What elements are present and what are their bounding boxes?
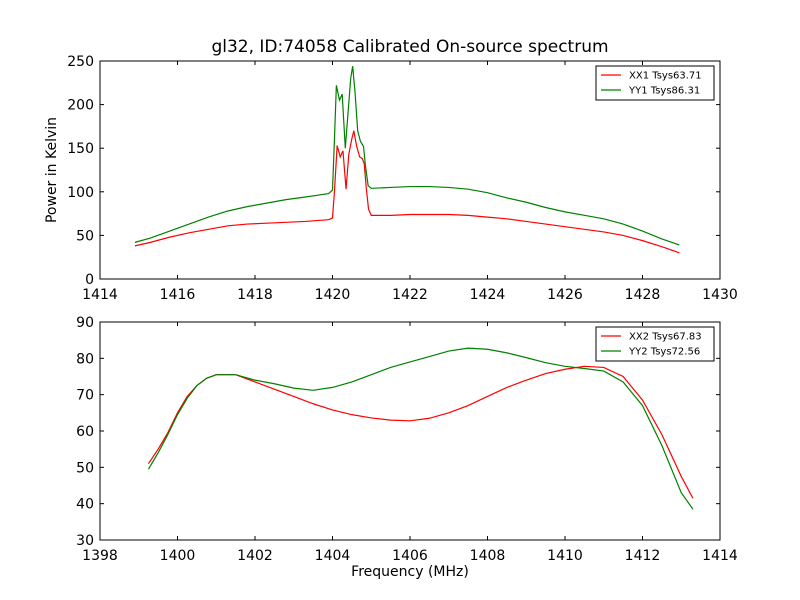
x-tick-label: 1412 xyxy=(625,548,661,564)
y-tick-label: 50 xyxy=(76,228,94,244)
bottom-panel: 1398 1400 1402 1404 1406 1408 1410 1412 1414 30 40… xyxy=(76,315,738,564)
x-tick-label: 1430 xyxy=(702,287,738,303)
x-tick-label: 1416 xyxy=(160,287,196,303)
x-tick-label: 1428 xyxy=(625,287,661,303)
series-line-1-2 xyxy=(134,66,680,246)
legend-label: YY1 Tsys86.31 xyxy=(628,86,700,97)
y-tick-label: 90 xyxy=(76,315,94,331)
x-tick-label: 1414 xyxy=(702,548,738,564)
x-tick-label: 1398 xyxy=(82,548,118,564)
legend: XX1 Tsys63.71 YY1 Tsys86.31 xyxy=(595,65,715,101)
top-panel: 1414 1416 1418 1420 1422 1424 1426 1428 1430 0 50 1… xyxy=(67,54,738,303)
y-tick-label: 50 xyxy=(76,460,94,476)
x-axis-label-bottom: Frequency (MHz) xyxy=(351,564,469,580)
y-tick-label: 250 xyxy=(67,54,94,70)
legend-box xyxy=(595,65,715,101)
legend-label: XX2 Tsys67.83 xyxy=(629,332,702,343)
legend: XX2 Tsys67.83 YY2 Tsys72.56 xyxy=(595,326,715,362)
chart-title: gl32, ID:74058 Calibrated On-source spec… xyxy=(211,37,608,57)
x-tick-label: 1426 xyxy=(547,287,583,303)
x-tick-label: 1402 xyxy=(237,548,273,564)
x-tick-label: 1400 xyxy=(160,548,196,564)
x-tick-label: 1410 xyxy=(547,548,583,564)
y-tick-label: 30 xyxy=(76,533,94,549)
series-line-1-1 xyxy=(134,130,680,254)
y-tick-label: 70 xyxy=(76,388,94,404)
x-tick-label: 1404 xyxy=(315,548,351,564)
y-tick-label: 100 xyxy=(67,185,94,201)
y-axis-label-top: Power in Kelvin xyxy=(44,117,60,223)
y-tick-label: 80 xyxy=(76,351,94,367)
x-tick-label: 1414 xyxy=(82,287,118,303)
y-tick-label: 150 xyxy=(67,141,94,157)
legend-box xyxy=(595,326,715,362)
x-tick-label: 1408 xyxy=(470,548,506,564)
x-tick-label: 1406 xyxy=(392,548,428,564)
x-tick-label: 1418 xyxy=(237,287,273,303)
y-tick-label: 0 xyxy=(85,272,94,288)
x-tick-label: 1420 xyxy=(315,287,351,303)
y-tick-label: 60 xyxy=(76,424,94,440)
legend-label: XX1 Tsys63.71 xyxy=(629,71,702,82)
x-tick-label: 1422 xyxy=(392,287,428,303)
series-line-2-2 xyxy=(147,347,694,510)
legend-label: YY2 Tsys72.56 xyxy=(628,347,700,358)
y-tick-label: 40 xyxy=(76,497,94,513)
x-tick-label: 1424 xyxy=(470,287,506,303)
y-tick-label: 200 xyxy=(67,98,94,114)
